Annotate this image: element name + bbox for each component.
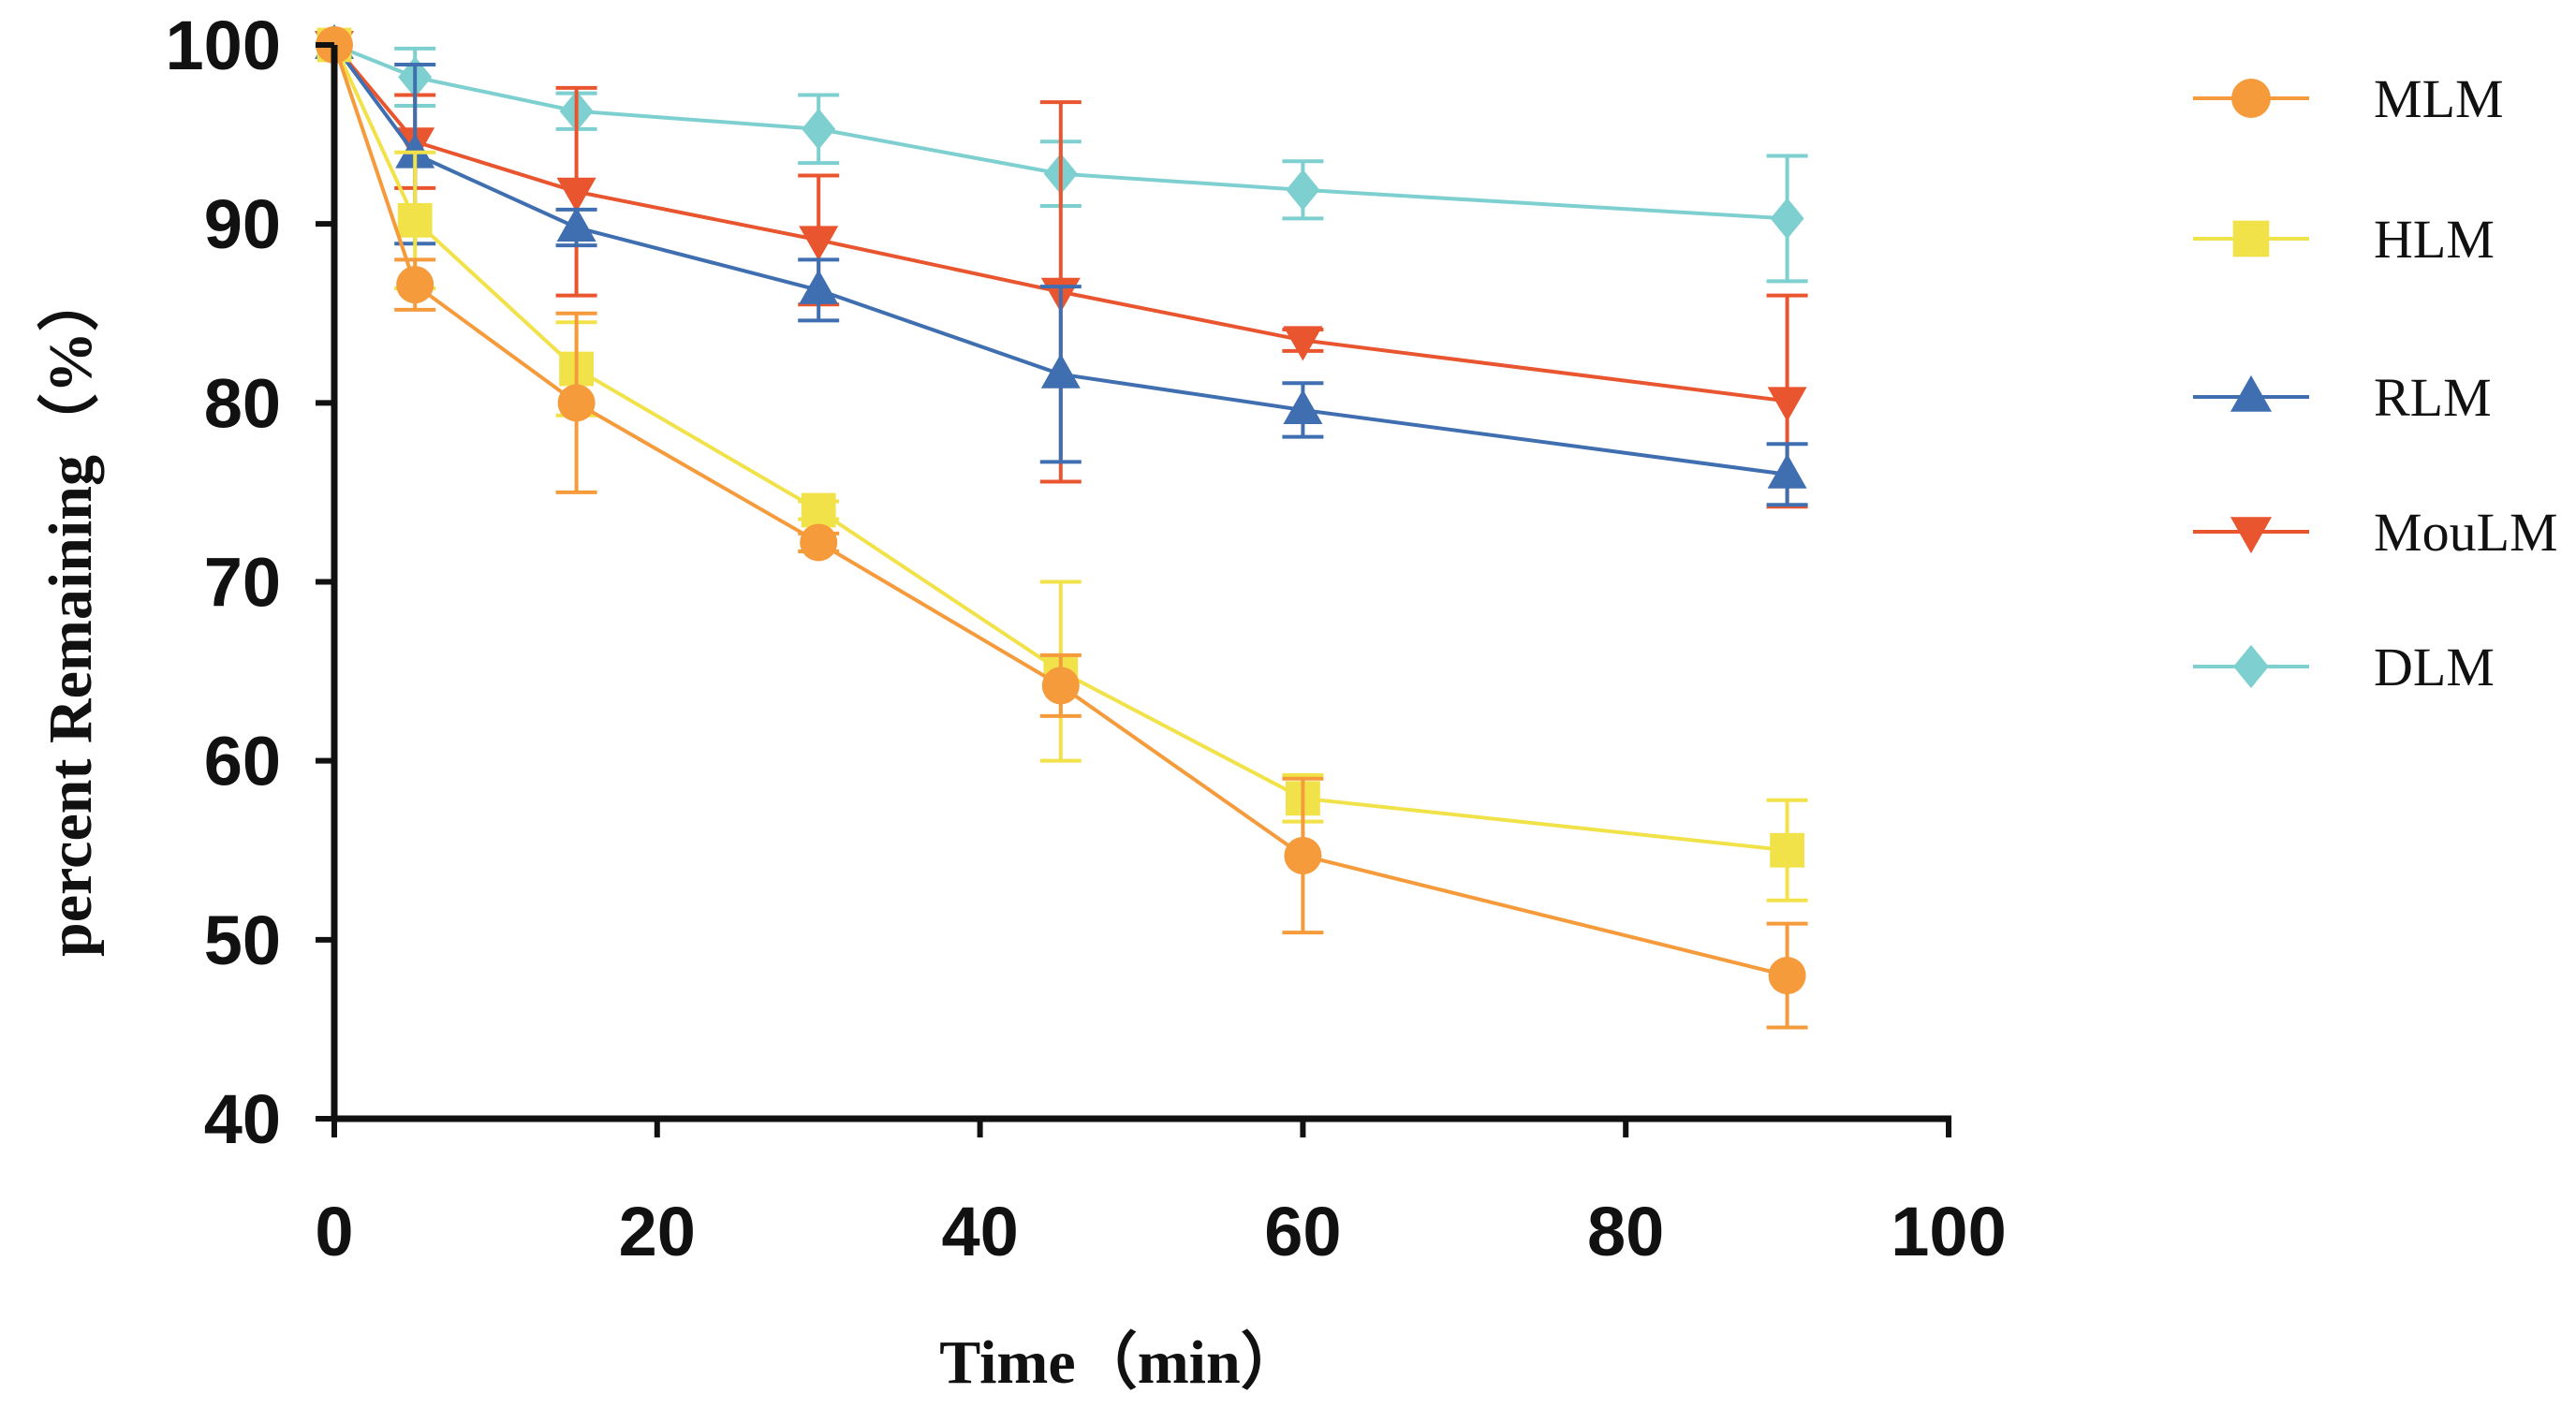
data-point-dlm-30	[802, 108, 836, 150]
y-axis: 40 50 60 70 80 90 100	[166, 7, 334, 1158]
y-tick-label: 90	[204, 185, 281, 263]
y-tick-label: 40	[204, 1080, 281, 1158]
data-point-dlm-90	[1770, 198, 1804, 240]
data-point-moulm-90	[1767, 387, 1807, 422]
x-axis-title: Time（min）	[939, 1327, 1302, 1397]
legend-item-dlm: DLM	[2193, 637, 2495, 697]
legend-label-dlm: DLM	[2374, 637, 2495, 697]
data-point-mlm-90	[1768, 957, 1806, 995]
x-tick-label: 0	[315, 1193, 353, 1270]
legend-label-moulm: MouLM	[2374, 502, 2558, 563]
legend-item-moulm: MouLM	[2193, 502, 2558, 563]
x-tick-label: 40	[941, 1193, 1018, 1270]
data-point-moulm-60	[1283, 326, 1323, 361]
data-point-dlm-60	[1286, 169, 1320, 211]
legend: MLM HLM RLM MouLM DLM	[2193, 68, 2558, 697]
x-tick-label: 80	[1587, 1193, 1664, 1270]
y-tick-label: 70	[204, 544, 281, 622]
y-tick-label: 100	[166, 7, 281, 84]
y-tick-label: 80	[204, 364, 281, 442]
data-point-mlm-15	[557, 384, 596, 422]
legend-marker-dlm	[2233, 644, 2269, 689]
y-tick-label: 60	[204, 723, 281, 800]
x-axis: 0 20 40 60 80 100	[315, 1119, 2007, 1270]
y-axis-title: percent Remaining（%）	[36, 270, 105, 957]
legend-marker-rlm	[2230, 374, 2273, 412]
legend-marker-moulm	[2230, 517, 2273, 554]
data-point-rlm-45	[1040, 353, 1081, 389]
data-point-mlm-60	[1284, 836, 1322, 874]
data-point-mlm-5	[396, 266, 434, 304]
legend-label-rlm: RLM	[2374, 367, 2492, 428]
data-point-rlm-15	[556, 206, 596, 242]
series-mlm	[316, 26, 1808, 1030]
plot-area	[315, 24, 1951, 1122]
x-tick-label: 60	[1264, 1193, 1341, 1270]
legend-marker-hlm	[2232, 220, 2270, 257]
legend-item-rlm: RLM	[2193, 367, 2492, 428]
data-point-mlm-45	[1041, 667, 1080, 705]
data-point-hlm-30	[801, 492, 836, 528]
legend-marker-mlm	[2231, 79, 2271, 118]
legend-label-mlm: MLM	[2374, 68, 2504, 129]
data-point-mlm-30	[800, 523, 838, 562]
data-point-rlm-60	[1283, 389, 1323, 424]
data-point-moulm-15	[556, 177, 596, 213]
data-point-hlm-90	[1770, 832, 1804, 868]
legend-label-hlm: HLM	[2374, 209, 2495, 270]
y-tick-label: 50	[204, 902, 281, 979]
x-tick-label: 20	[619, 1193, 696, 1270]
legend-item-hlm: HLM	[2193, 209, 2495, 270]
legend-item-mlm: MLM	[2193, 68, 2504, 129]
data-point-rlm-30	[799, 269, 839, 304]
data-point-rlm-90	[1767, 453, 1807, 489]
data-point-hlm-5	[397, 202, 433, 238]
data-point-moulm-30	[799, 226, 839, 261]
x-tick-label: 100	[1891, 1193, 2006, 1270]
